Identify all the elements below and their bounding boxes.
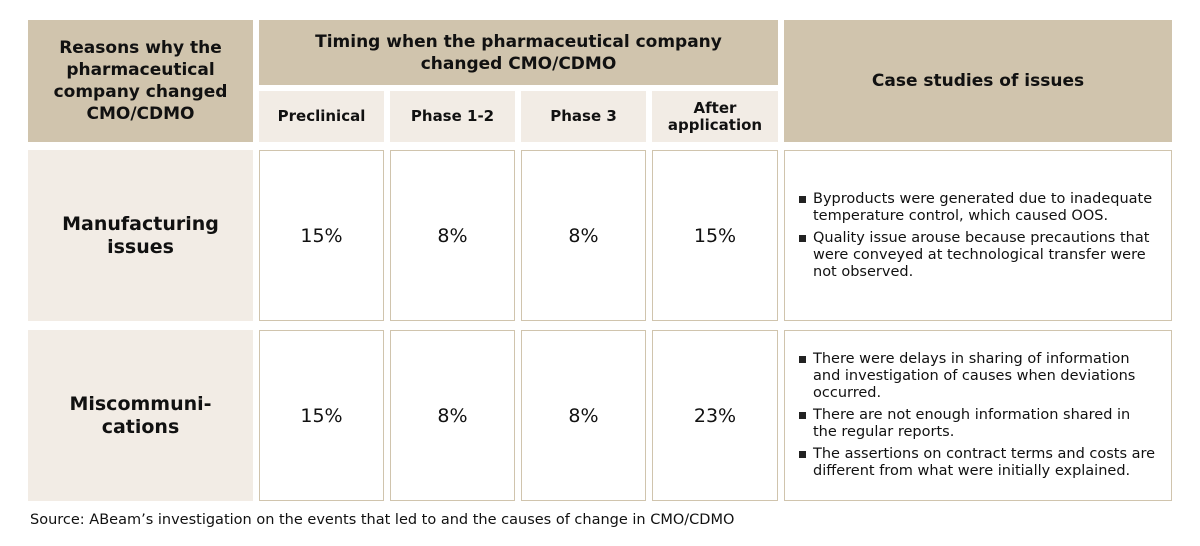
value-label: 8%	[437, 404, 468, 427]
header-phase-preclinical: Preclinical	[259, 91, 384, 142]
value-cell: 8%	[521, 150, 646, 321]
case-list: There were delays in sharing of informat…	[799, 351, 1157, 480]
value-cell: 15%	[652, 150, 778, 321]
case-item: The assertions on contract terms and cos…	[799, 446, 1157, 480]
case-item: There are not enough information shared …	[799, 407, 1157, 441]
case-studies-miscommunications: There were delays in sharing of informat…	[784, 330, 1172, 501]
value-label: 15%	[693, 224, 737, 247]
case-item: There were delays in sharing of informat…	[799, 351, 1157, 402]
value-cell: 15%	[259, 150, 384, 321]
header-case-studies-label: Case studies of issues	[871, 71, 1085, 91]
header-reasons-label: Reasons why the pharmaceutical company c…	[53, 38, 228, 124]
header-timing-label: Timing when the pharmaceutical company c…	[315, 31, 722, 74]
value-cell: 15%	[259, 330, 384, 501]
case-item: Byproducts were generated due to inadequ…	[799, 191, 1157, 225]
header-phase-label: Preclinical	[277, 107, 366, 125]
value-label: 23%	[693, 404, 737, 427]
value-label: 8%	[437, 224, 468, 247]
source-note: Source: ABeam’s investigation on the eve…	[30, 512, 735, 528]
value-label: 8%	[568, 404, 599, 427]
header-phase-label: Phase 3	[550, 107, 617, 125]
value-cell: 8%	[390, 150, 515, 321]
value-label: 15%	[300, 404, 343, 427]
header-phase-label: Phase 1-2	[410, 107, 495, 125]
row-reason-manufacturing: Manufacturing issues	[28, 150, 253, 321]
case-item: Quality issue arouse because precautions…	[799, 230, 1157, 281]
case-list: Byproducts were generated due to inadequ…	[799, 191, 1157, 281]
value-cell: 8%	[390, 330, 515, 501]
header-phase-3: Phase 3	[521, 91, 646, 142]
header-phase-1-2: Phase 1-2	[390, 91, 515, 142]
header-phase-after-application: After application	[652, 91, 778, 142]
header-reasons: Reasons why the pharmaceutical company c…	[28, 20, 253, 142]
value-cell: 8%	[521, 330, 646, 501]
header-phase-label: After application	[667, 98, 763, 134]
row-reason-miscommunications: Miscommuni-cations	[28, 330, 253, 501]
value-label: 15%	[300, 224, 343, 247]
header-timing: Timing when the pharmaceutical company c…	[259, 20, 778, 85]
value-cell: 23%	[652, 330, 778, 501]
row-reason-label: Miscommuni-cations	[69, 392, 212, 438]
header-case-studies: Case studies of issues	[784, 20, 1172, 142]
row-reason-label: Manufacturing issues	[62, 212, 219, 258]
value-label: 8%	[568, 224, 599, 247]
case-studies-manufacturing: Byproducts were generated due to inadequ…	[784, 150, 1172, 321]
